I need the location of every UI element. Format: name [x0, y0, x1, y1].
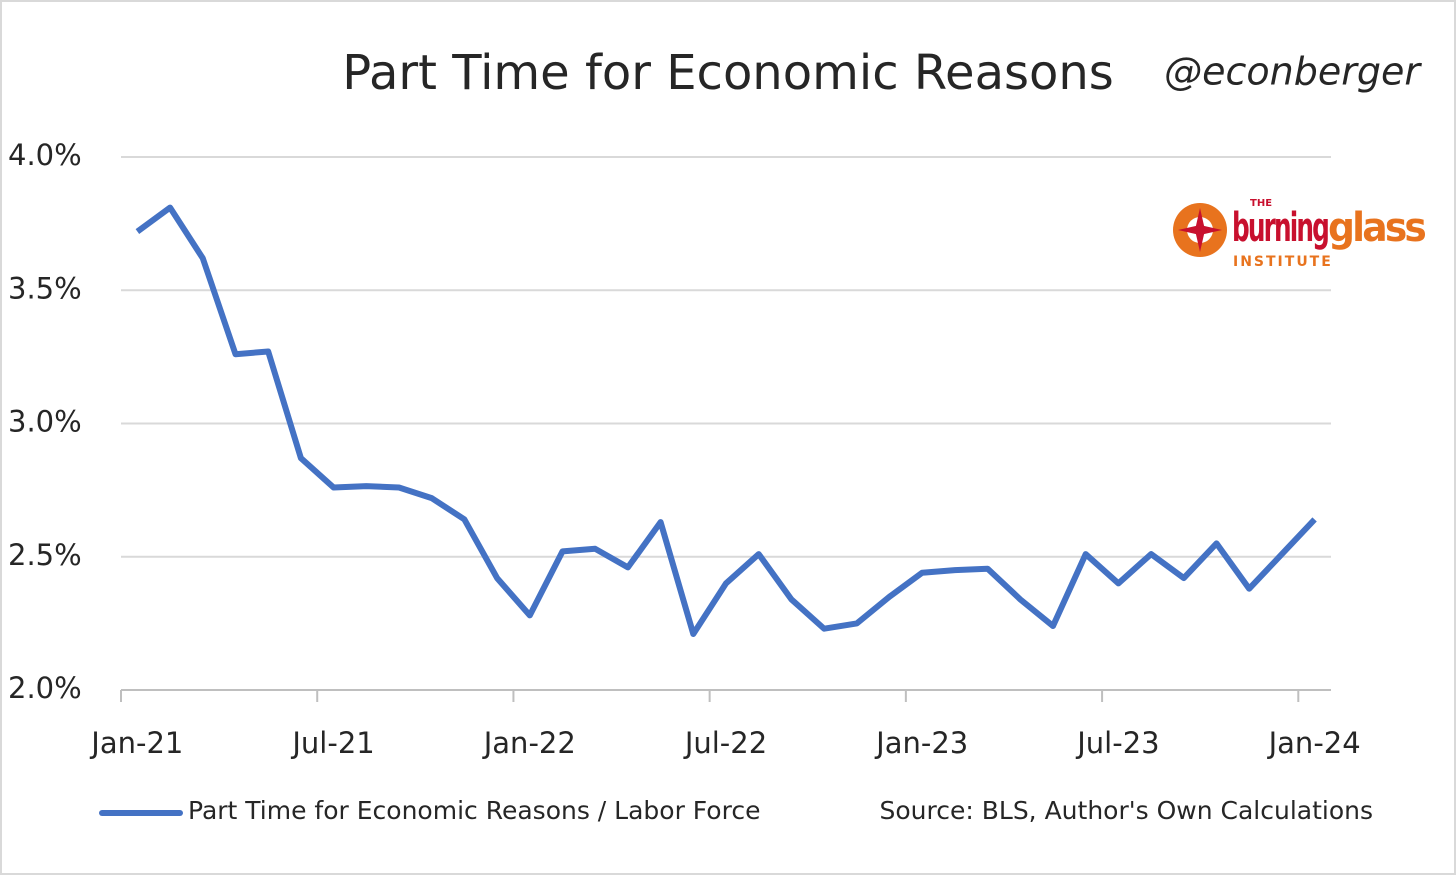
x-tick-label: Jan-23 — [874, 726, 968, 760]
chart-title: Part Time for Economic Reasons — [342, 45, 1114, 101]
y-tick-label: 2.0% — [8, 671, 82, 705]
y-tick-label: 3.0% — [8, 405, 82, 439]
logo-bottom: INSTITUTE — [1233, 254, 1333, 270]
y-tick-label: 2.5% — [8, 538, 82, 572]
logo-main: burning — [1232, 205, 1328, 251]
logo-icon-star — [1178, 225, 1222, 235]
x-tick-label: Jul-22 — [683, 726, 767, 760]
x-tick-label: Jan-24 — [1267, 726, 1361, 760]
y-tick-label: 3.5% — [8, 271, 82, 305]
x-tick-label: Jan-22 — [482, 726, 576, 760]
x-tick-label: Jul-23 — [1075, 726, 1159, 760]
y-tick-label: 4.0% — [8, 138, 82, 172]
logo-top: THE — [1250, 198, 1272, 209]
logo: THE burning glass INSTITUTE — [1173, 198, 1428, 270]
x-tick-label: Jul-21 — [290, 726, 374, 760]
legend-label: Part Time for Economic Reasons / Labor F… — [188, 796, 760, 825]
handle: @econberger — [1164, 50, 1422, 94]
logo-main: glass — [1328, 205, 1425, 251]
line — [135, 204, 1317, 637]
source: Source: BLS, Author's Own Calculations — [880, 796, 1374, 825]
x-tick-label: Jan-21 — [89, 726, 183, 760]
